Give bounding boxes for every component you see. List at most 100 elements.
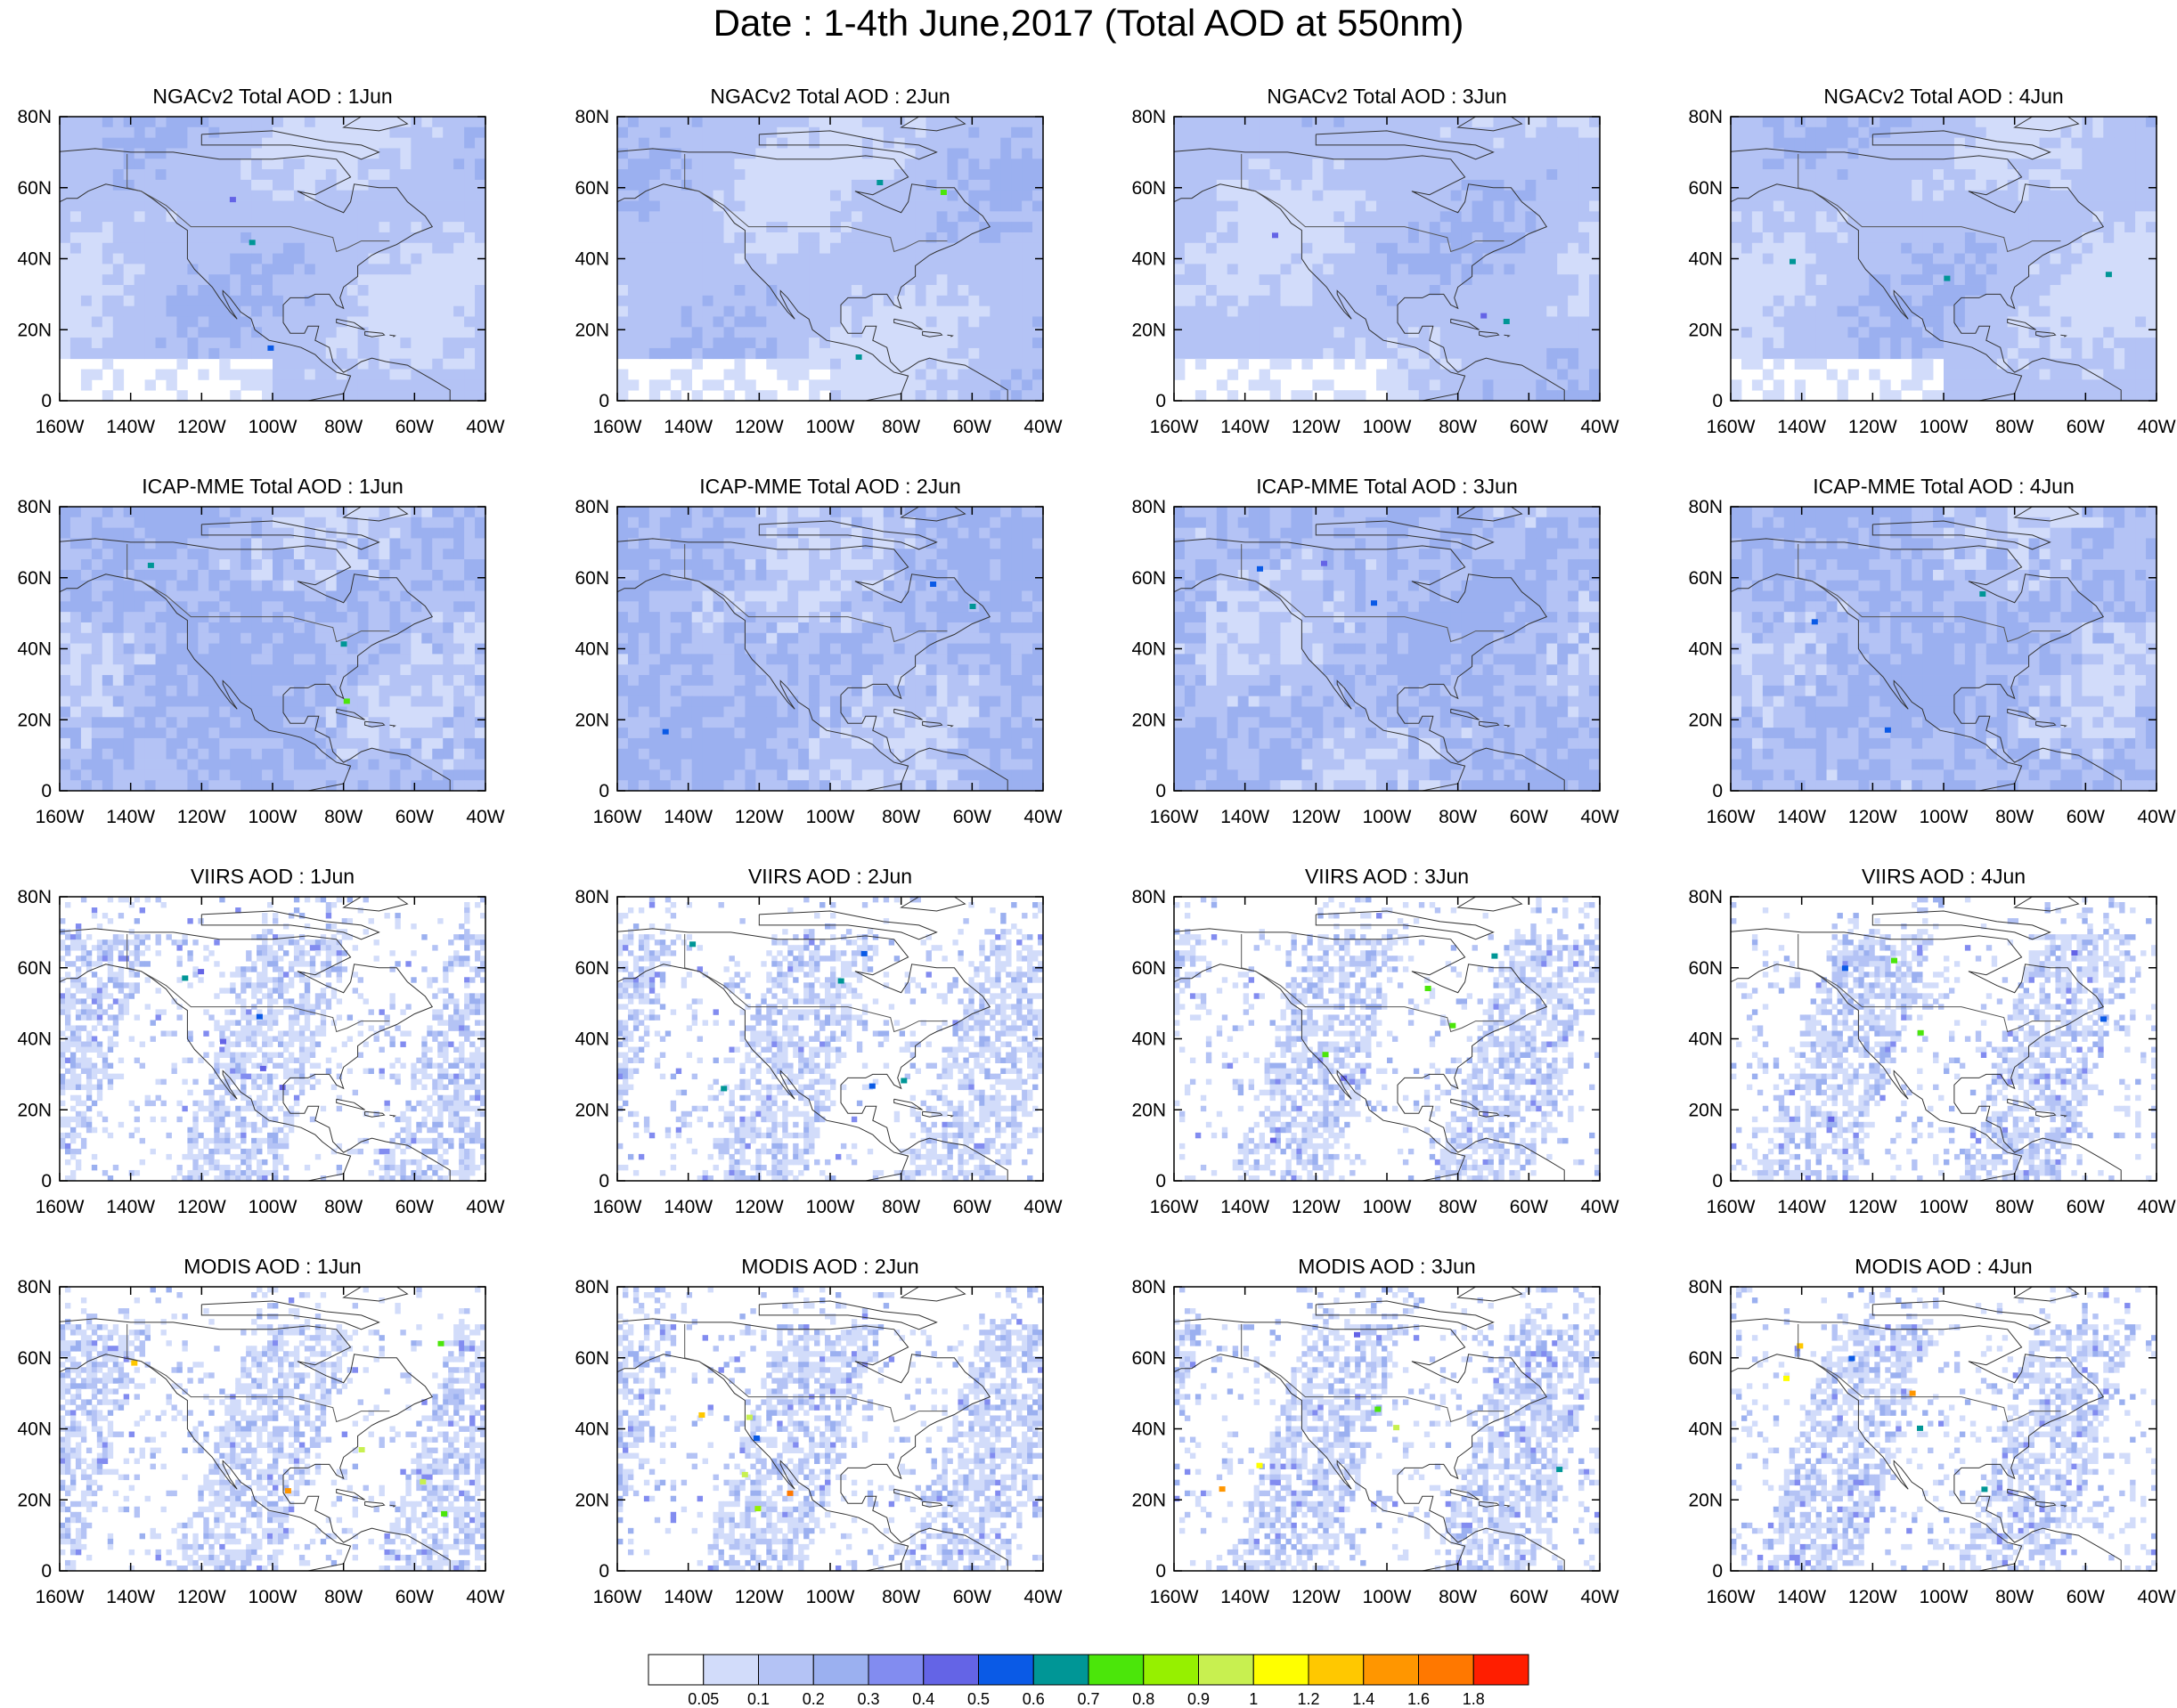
lon-tick-label: 100W: [249, 807, 298, 827]
lon-tick-label: 80W: [882, 807, 920, 827]
lat-tick-label: 60N: [1688, 958, 1723, 979]
lon-tick-label: 160W: [1707, 417, 1756, 437]
lat-tick-label: 40N: [1131, 249, 1166, 270]
lon-tick-label: 120W: [177, 1197, 226, 1217]
lon-tick-label: 80W: [1995, 417, 2034, 437]
coastline: [617, 897, 1008, 1181]
lat-tick-label: 40N: [17, 639, 52, 660]
colorbar-label: 0.5: [967, 1690, 990, 1708]
lat-tick-label: 60N: [1688, 178, 1723, 199]
lon-tick-label: 80W: [1995, 807, 2034, 827]
lat-tick-label: 0: [41, 1561, 52, 1582]
lat-tick-label: 60N: [1131, 568, 1166, 589]
lon-tick-label: 160W: [593, 1587, 642, 1607]
lat-tick-label: 0: [41, 781, 52, 801]
map-panel: 80N 60N 40N 20N 0 160W 140W 120W 100W 80W 60W 40W: [1688, 1277, 2175, 1607]
coastline: [1731, 897, 2122, 1181]
lat-tick-label: 0: [1155, 391, 1166, 411]
lon-tick-label: 140W: [664, 807, 713, 827]
lon-tick-label: 140W: [664, 1587, 713, 1607]
lon-tick-label: 60W: [395, 1197, 434, 1217]
map-panel: 80N 60N 40N 20N 0 160W 140W 120W 100W 80W 60W 40W: [575, 497, 1062, 827]
lon-tick-label: 160W: [1707, 1587, 1756, 1607]
lat-tick-label: 40N: [575, 1029, 609, 1050]
lon-tick-label: 80W: [1439, 1197, 1477, 1217]
lon-tick-label: 120W: [1292, 1587, 1341, 1607]
coastline: [1174, 897, 1565, 1181]
lat-tick-label: 60N: [575, 958, 609, 979]
lon-tick-label: 100W: [806, 807, 855, 827]
lat-tick-label: 80N: [17, 887, 52, 907]
aod-field: [1731, 1287, 2157, 1571]
lat-tick-label: 80N: [1131, 887, 1166, 907]
lon-tick-label: 160W: [1150, 1587, 1199, 1607]
lat-tick-label: 0: [1712, 391, 1723, 411]
colorbar-swatch: [1418, 1654, 1474, 1686]
coastline: [617, 1287, 1008, 1571]
lon-tick-label: 140W: [1220, 1587, 1269, 1607]
colorbar-swatch: [1198, 1654, 1254, 1686]
lon-tick-label: 40W: [466, 807, 504, 827]
lat-tick-label: 0: [599, 781, 609, 801]
lat-tick-label: 60N: [1131, 1348, 1166, 1369]
coastline: [1174, 1287, 1565, 1571]
lat-tick-label: 80N: [1688, 497, 1723, 517]
lon-tick-label: 100W: [1363, 807, 1412, 827]
lat-tick-label: 80N: [17, 1277, 52, 1297]
map-panel: 80N 60N 40N 20N 0 160W 140W 120W 100W 80W 60W 40W: [1688, 107, 2175, 437]
colorbar-label: 0.8: [1132, 1690, 1154, 1708]
colorbar-label: 1.6: [1407, 1690, 1430, 1708]
lon-tick-label: 60W: [1510, 417, 1548, 437]
lon-tick-label: 120W: [177, 1587, 226, 1607]
lat-tick-label: 40N: [17, 1029, 52, 1050]
lon-tick-label: 60W: [953, 807, 991, 827]
coastline: [1731, 1287, 2122, 1571]
lon-tick-label: 140W: [1777, 1197, 1826, 1217]
panel-title: MODIS AOD : 2Jun: [563, 1255, 1097, 1279]
map-panel: 80N 60N 40N 20N 0 160W 140W 120W 100W 80W 60W 40W: [1131, 497, 1618, 827]
lon-tick-label: 140W: [106, 807, 155, 827]
lon-tick-label: 120W: [735, 417, 784, 437]
aod-field: [1731, 897, 2157, 1181]
lon-tick-label: 120W: [1848, 807, 1897, 827]
lat-tick-label: 80N: [1131, 497, 1166, 517]
panel-title: VIIRS AOD : 2Jun: [563, 865, 1097, 889]
lon-tick-label: 40W: [466, 1587, 504, 1607]
coastline: [1174, 507, 1565, 791]
lon-tick-label: 100W: [806, 1587, 855, 1607]
colorbar-label: 0.6: [1023, 1690, 1045, 1708]
lat-tick-label: 40N: [17, 1419, 52, 1440]
map-panel: 80N 60N 40N 20N 0 160W 140W 120W 100W 80W 60W 40W: [575, 107, 1062, 437]
lat-tick-label: 40N: [1131, 639, 1166, 660]
colorbar-label: 0.9: [1187, 1690, 1210, 1708]
lon-tick-label: 80W: [324, 417, 363, 437]
lat-tick-label: 20N: [575, 320, 609, 340]
colorbar-swatch: [703, 1654, 759, 1686]
lon-tick-label: 140W: [106, 1587, 155, 1607]
colorbar-label: 0.05: [688, 1690, 719, 1708]
lon-tick-label: 40W: [1580, 1197, 1618, 1217]
lat-tick-label: 60N: [17, 568, 52, 589]
lat-tick-label: 20N: [575, 710, 609, 730]
lon-tick-label: 40W: [466, 1197, 504, 1217]
lat-tick-label: 0: [599, 391, 609, 411]
lon-tick-label: 100W: [249, 1197, 298, 1217]
lon-tick-label: 100W: [249, 417, 298, 437]
map-panel: 80N 60N 40N 20N 0 160W 140W 120W 100W 80W 60W 40W: [17, 107, 504, 437]
lon-tick-label: 60W: [1510, 1587, 1548, 1607]
lat-tick-label: 20N: [17, 320, 52, 340]
lon-tick-label: 160W: [36, 807, 85, 827]
colorbar-swatch: [978, 1654, 1034, 1686]
lon-tick-label: 100W: [806, 417, 855, 437]
lat-tick-label: 0: [1155, 1561, 1166, 1582]
lon-tick-label: 40W: [1023, 417, 1062, 437]
aod-field: [60, 1287, 485, 1571]
lon-tick-label: 140W: [106, 1197, 155, 1217]
lon-tick-label: 120W: [1292, 807, 1341, 827]
lon-tick-label: 60W: [2067, 1197, 2105, 1217]
lon-tick-label: 140W: [106, 417, 155, 437]
coastline: [617, 507, 1008, 791]
lat-tick-label: 80N: [1688, 107, 1723, 127]
colorbar-label: 0.1: [747, 1690, 770, 1708]
lon-tick-label: 100W: [249, 1587, 298, 1607]
